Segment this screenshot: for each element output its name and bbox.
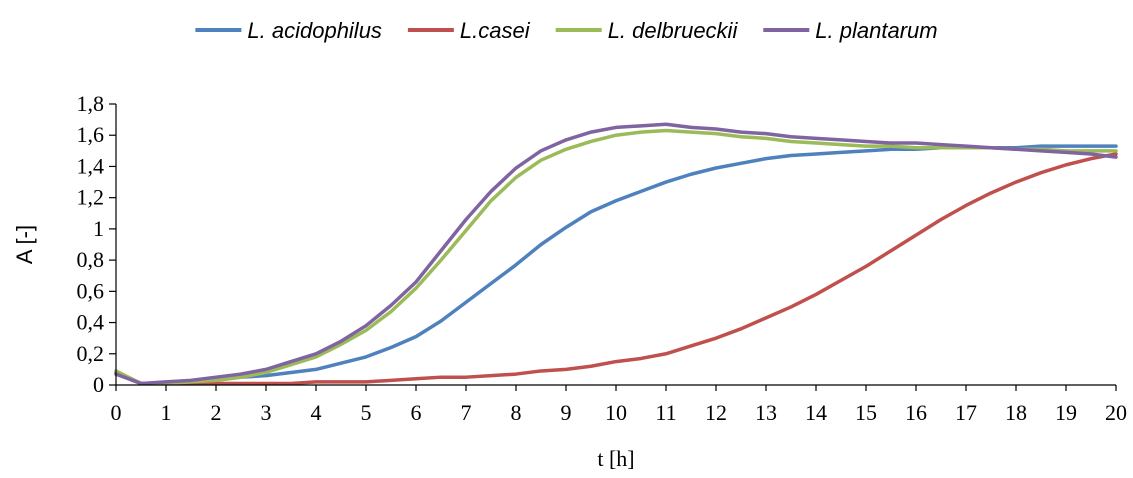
legend-label: L. delbrueckii xyxy=(608,18,739,43)
x-tick-label: 19 xyxy=(1055,400,1077,425)
x-tick-label: 10 xyxy=(605,400,627,425)
series-line-l-plantarum xyxy=(114,122,1118,386)
y-tick-label: 1,8 xyxy=(77,91,105,116)
legend: L. acidophilus L.casei L. delbrueckii L. pl… xyxy=(195,18,938,43)
legend-label: L. plantarum xyxy=(815,18,937,43)
x-tick-label: 16 xyxy=(905,400,927,425)
y-tick-label: 0 xyxy=(93,372,104,397)
y-tick-label: 1,2 xyxy=(77,185,105,210)
y-axis-title: A [-] xyxy=(12,225,37,264)
legend-item-l-casei: L.casei xyxy=(407,18,531,43)
x-tick-label: 5 xyxy=(361,400,372,425)
x-tick-label: 15 xyxy=(855,400,877,425)
x-axis-title: t [h] xyxy=(597,446,634,471)
x-tick-label: 3 xyxy=(261,400,272,425)
legend-item-l-delbrueckii: L. delbrueckii xyxy=(555,18,739,43)
x-tick-label: 8 xyxy=(511,400,522,425)
x-tick-label: 4 xyxy=(311,400,322,425)
x-tick-label: 14 xyxy=(805,400,827,425)
x-tick-label: 18 xyxy=(1005,400,1027,425)
x-tick-label: 20 xyxy=(1105,400,1127,425)
y-tick-label: 0,8 xyxy=(77,247,105,272)
series-line-l-delbrueckii xyxy=(114,128,1118,386)
x-tick-label: 7 xyxy=(461,400,472,425)
plot-series xyxy=(114,122,1118,386)
x-tick-label: 2 xyxy=(211,400,222,425)
y-tick-label: 0,4 xyxy=(77,310,105,335)
y-axis-ticks: 0 0,2 0,4 0,6 0,8 1 1,2 1,4 1,6 1,8 xyxy=(77,91,116,397)
x-tick-label: 11 xyxy=(655,400,676,425)
x-tick-label: 9 xyxy=(561,400,572,425)
x-tick-label: 6 xyxy=(411,400,422,425)
x-tick-label: 13 xyxy=(755,400,777,425)
x-tick-label: 17 xyxy=(955,400,977,425)
y-tick-label: 0,6 xyxy=(77,278,105,303)
y-tick-label: 1,4 xyxy=(77,153,105,178)
y-tick-label: 1 xyxy=(93,216,104,241)
x-tick-label: 12 xyxy=(705,400,727,425)
x-tick-label: 0 xyxy=(111,400,122,425)
legend-label: L. acidophilus xyxy=(247,18,382,43)
x-axis-ticks: 0 1 2 3 4 5 6 7 8 9 10 11 12 13 14 15 16 17 18 19 20 xyxy=(111,385,1127,425)
legend-item-l-plantarum: L. plantarum xyxy=(763,18,938,43)
legend-item-l-acidophilus: L. acidophilus xyxy=(195,18,382,43)
y-tick-label: 0,2 xyxy=(77,341,105,366)
x-tick-label: 1 xyxy=(161,400,172,425)
series-line-l-acidophilus xyxy=(114,144,1118,386)
legend-label: L.casei xyxy=(460,18,531,43)
series-line-l-casei xyxy=(114,152,1118,386)
y-tick-label: 1,6 xyxy=(77,122,105,147)
